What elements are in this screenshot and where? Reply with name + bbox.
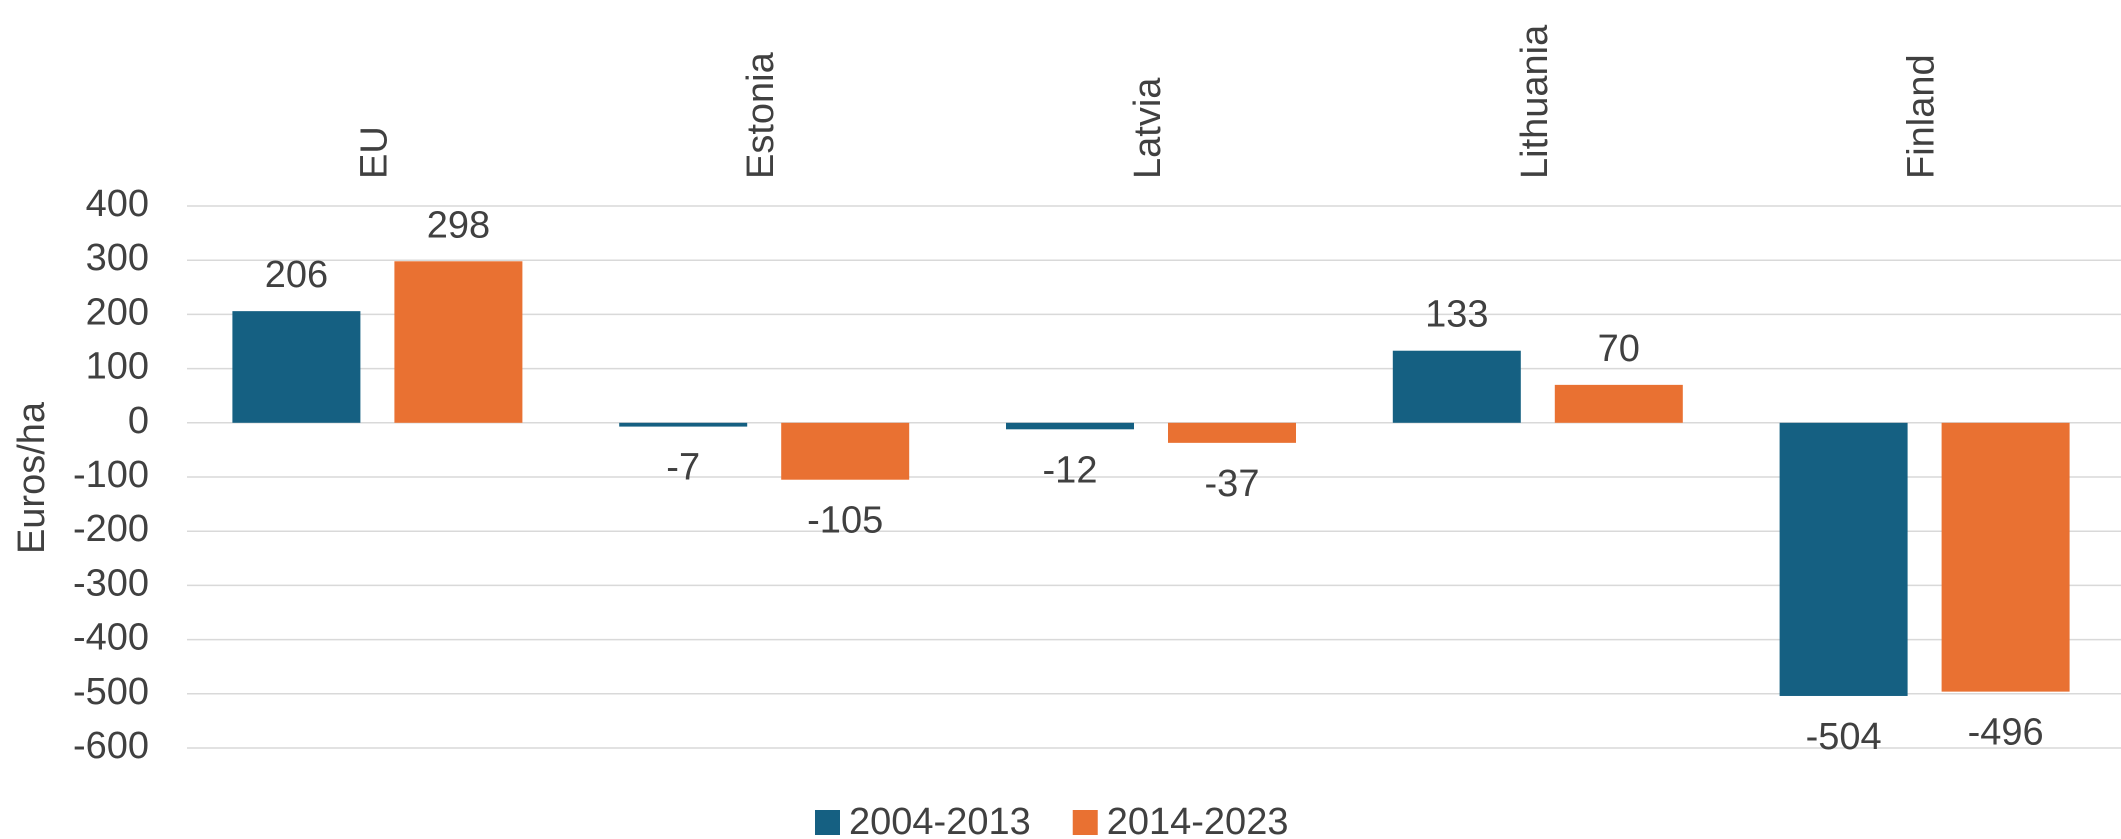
y-tick-label: -600 xyxy=(73,725,149,767)
data-label: -12 xyxy=(1043,449,1098,491)
data-label: 70 xyxy=(1598,328,1640,370)
y-tick-label: 300 xyxy=(86,237,149,279)
y-tick-label: 200 xyxy=(86,291,149,333)
data-label: 133 xyxy=(1425,294,1488,336)
data-label: 206 xyxy=(265,254,328,296)
y-tick-label: -500 xyxy=(73,671,149,713)
x-tick-label: EU xyxy=(353,126,395,179)
y-tick-label: -300 xyxy=(73,562,149,604)
data-label: -105 xyxy=(807,500,883,542)
bar xyxy=(232,311,361,423)
y-tick-label: -100 xyxy=(73,454,149,496)
y-axis-title: Euros/ha xyxy=(11,401,53,554)
data-label: -7 xyxy=(666,447,700,489)
bar xyxy=(1168,422,1296,443)
bar xyxy=(1392,350,1521,423)
legend-swatch xyxy=(1072,810,1098,835)
bar xyxy=(394,261,523,423)
bar xyxy=(1006,422,1134,430)
y-tick-label: -200 xyxy=(73,508,149,550)
y-tick-label: 0 xyxy=(128,400,149,442)
x-tick-label: Latvia xyxy=(1127,77,1169,179)
data-label: -37 xyxy=(1205,463,1260,505)
data-label: -504 xyxy=(1806,716,1882,758)
bar xyxy=(1554,384,1683,423)
x-tick-label: Finland xyxy=(1901,54,1943,179)
y-tick-label: -400 xyxy=(73,617,149,659)
bar xyxy=(781,422,910,480)
legend-label: 2004-2013 xyxy=(849,801,1031,839)
legend-swatch xyxy=(815,810,840,835)
bar xyxy=(1941,422,2070,692)
bar xyxy=(1779,422,1908,696)
y-tick-label: 100 xyxy=(86,346,149,388)
y-tick-label: 400 xyxy=(86,183,149,225)
data-label: -496 xyxy=(1968,712,2044,754)
x-tick-label: Lithuania xyxy=(1514,24,1556,179)
x-tick-label: Estonia xyxy=(740,51,782,179)
bar xyxy=(619,422,748,427)
legend-label: 2014-2023 xyxy=(1107,801,1289,839)
data-label: 298 xyxy=(427,204,490,246)
